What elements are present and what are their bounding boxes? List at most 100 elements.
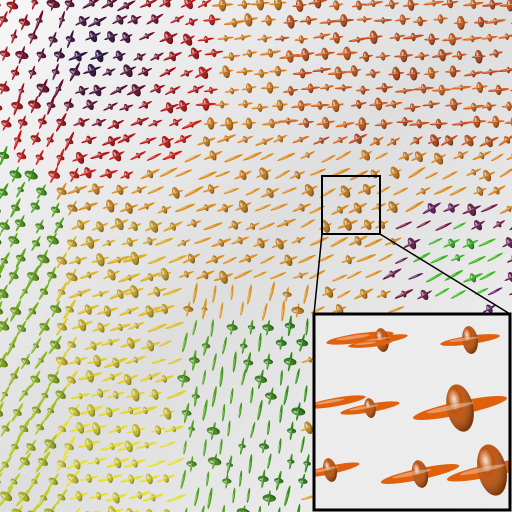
tensor-glyph [19, 283, 31, 300]
tensor-glyph [8, 366, 20, 387]
tensor-glyph [48, 166, 60, 184]
tensor-glyph [351, 0, 366, 11]
tensor-glyph [277, 507, 281, 512]
tensor-glyph [337, 290, 351, 299]
tensor-glyph [30, 199, 40, 214]
tensor-glyph [16, 181, 26, 198]
tensor-glyph [31, 337, 42, 354]
tensor-glyph [281, 187, 297, 194]
tensor-glyph [119, 474, 143, 484]
tensor-glyph [238, 254, 258, 263]
tensor-glyph [300, 151, 315, 159]
tensor-glyph [398, 151, 414, 161]
tensor-glyph [0, 264, 5, 286]
tensor-glyph [30, 370, 41, 389]
tensor-glyph [0, 351, 8, 374]
tensor-glyph [232, 351, 237, 373]
tensor-glyph [30, 132, 41, 146]
tensor-glyph [431, 48, 453, 62]
tensor-glyph [388, 66, 405, 81]
tensor-glyph [66, 336, 77, 353]
tensor-glyph [181, 402, 192, 424]
tensor-glyph [192, 282, 198, 304]
tensor-glyph [198, 171, 218, 180]
tensor-glyph [314, 47, 336, 60]
tensor-glyph [473, 186, 487, 196]
tensor-glyph [64, 131, 75, 151]
tensor-glyph [176, 239, 191, 247]
tensor-glyph [409, 136, 423, 145]
tensor-glyph [269, 281, 275, 302]
tensor-glyph [453, 15, 468, 30]
tensor-glyph [0, 420, 11, 437]
tensor-glyph [69, 62, 81, 82]
tensor-glyph [241, 369, 247, 386]
tensor-glyph [82, 0, 102, 9]
tensor-glyph [256, 167, 272, 180]
tensor-glyph [40, 386, 50, 405]
tensor-glyph [159, 407, 176, 420]
tensor-glyph [99, 442, 125, 451]
tensor-glyph [185, 18, 199, 26]
tensor-glyph [158, 340, 172, 347]
tensor-glyph [73, 117, 90, 127]
tensor-glyph [90, 388, 110, 398]
tensor-glyph [139, 137, 157, 145]
tensor-glyph [92, 322, 110, 333]
tensor-glyph [296, 333, 309, 352]
tensor-glyph [283, 351, 297, 372]
tensor-glyph [170, 15, 185, 24]
tensor-glyph [67, 235, 78, 251]
tensor-glyph [443, 203, 460, 213]
tensor-glyph [10, 198, 21, 218]
tensor-glyph [159, 67, 177, 77]
tensor-glyph [16, 320, 27, 337]
tensor-glyph [316, 116, 336, 129]
tensor-glyph [77, 438, 101, 451]
tensor-glyph [289, 170, 306, 180]
tensor-glyph [69, 490, 89, 502]
tensor-glyph [36, 487, 51, 509]
tensor-glyph [319, 83, 335, 91]
tensor-glyph [163, 221, 183, 232]
tensor-glyph [211, 386, 217, 408]
tensor-glyph [56, 112, 67, 132]
tensor-glyph [462, 273, 483, 283]
tensor-glyph [262, 490, 276, 506]
tensor-glyph [239, 337, 248, 354]
tensor-glyph [103, 102, 118, 111]
tensor-glyph [292, 0, 308, 13]
tensor-glyph [81, 135, 97, 145]
tensor-glyph [0, 300, 3, 321]
tensor-glyph [237, 135, 254, 144]
tensor-glyph [461, 134, 477, 147]
zoom-connector-left [313, 233, 323, 315]
tensor-glyph [257, 399, 263, 421]
tensor-glyph [17, 417, 31, 440]
tensor-glyph [56, 317, 68, 336]
tensor-glyph [309, 205, 325, 214]
tensor-glyph [230, 284, 234, 301]
tensor-glyph [292, 203, 312, 212]
tensor-glyph [393, 187, 409, 196]
tensor-glyph [250, 421, 256, 439]
tensor-glyph [180, 70, 194, 77]
tensor-glyph [10, 29, 18, 44]
tensor-glyph [309, 168, 327, 176]
tensor-glyph [138, 32, 155, 41]
tensor-glyph [18, 83, 25, 99]
tensor-glyph [416, 220, 431, 229]
tensor-glyph [487, 252, 504, 262]
tensor-glyph [211, 0, 234, 12]
tensor-glyph [423, 67, 439, 79]
tensor-glyph [167, 358, 183, 365]
tensor-glyph [331, 168, 351, 177]
tensor-glyph [55, 351, 68, 371]
tensor-glyph [36, 48, 47, 63]
tensor-glyph [501, 101, 512, 111]
tensor-glyph [187, 47, 202, 60]
tensor-glyph [254, 204, 272, 212]
tensor-glyph [133, 406, 158, 415]
tensor-glyph [411, 151, 427, 163]
tensor-glyph [166, 390, 187, 400]
